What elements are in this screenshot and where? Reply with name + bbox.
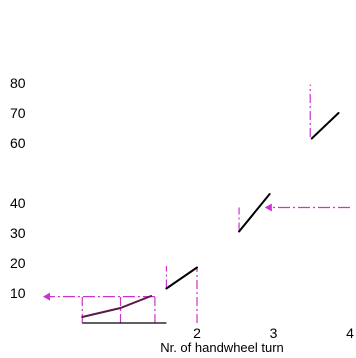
series-line-2 bbox=[238, 193, 271, 233]
series-line-0 bbox=[81, 295, 153, 318]
series-line-1 bbox=[165, 266, 198, 290]
series-1-point-1 bbox=[196, 266, 198, 269]
series-2-point-1 bbox=[269, 193, 271, 195]
y-tick-label-0: 10 bbox=[10, 285, 26, 301]
y-tick-label-6: 80 bbox=[10, 75, 26, 91]
series-0-point-1 bbox=[119, 307, 122, 309]
series-line-3 bbox=[310, 112, 340, 140]
series-1-point-0 bbox=[165, 287, 167, 290]
x-tick-label-2: 4 bbox=[346, 325, 354, 341]
y-tick-label-1: 20 bbox=[10, 255, 26, 271]
y-tick-labels: 10 20 30 40 60 70 80 bbox=[10, 75, 26, 301]
y-tick-label-4: 60 bbox=[10, 135, 26, 151]
x-axis-title: Nr. of handwheel turn bbox=[160, 340, 284, 355]
series-0-point-2 bbox=[150, 295, 152, 297]
y-tick-label-5: 70 bbox=[10, 105, 26, 121]
x-tick-labels: 2 3 4 bbox=[193, 325, 354, 341]
plot-area bbox=[81, 112, 340, 318]
y-tick-label-2: 30 bbox=[10, 225, 26, 241]
series-0-point-0 bbox=[81, 316, 83, 318]
series-3-point-1 bbox=[337, 112, 340, 114]
x-tick-label-0: 2 bbox=[193, 325, 201, 341]
x-tick-label-1: 3 bbox=[270, 325, 278, 341]
series-2-point-0 bbox=[238, 230, 240, 233]
guide-lines bbox=[43, 84, 350, 324]
y-tick-label-3: 40 bbox=[10, 195, 26, 211]
series-3-point-0 bbox=[311, 137, 313, 140]
